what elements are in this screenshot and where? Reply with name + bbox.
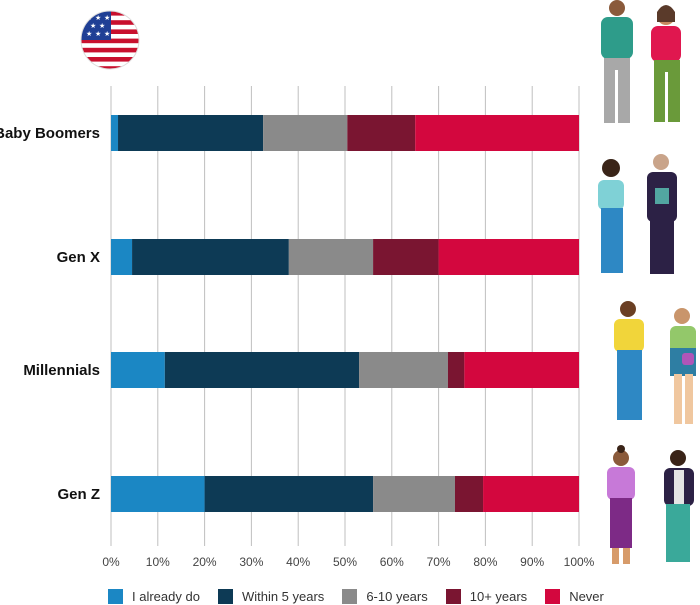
bar-segment bbox=[204, 476, 374, 512]
legend-label: Within 5 years bbox=[241, 588, 325, 604]
svg-text:★: ★ bbox=[90, 22, 96, 30]
x-tick-label: 20% bbox=[193, 555, 217, 569]
bar-segment bbox=[118, 115, 264, 151]
bar-segment bbox=[347, 115, 416, 151]
bar-segment bbox=[483, 476, 579, 512]
baby-boomers-people-icon bbox=[601, 0, 681, 123]
millennials-people-icon bbox=[614, 301, 696, 424]
gen-x-people-icon bbox=[598, 154, 677, 274]
legend-item: Never bbox=[545, 588, 604, 604]
bar-segment bbox=[464, 352, 579, 388]
x-tick-label: 60% bbox=[380, 555, 404, 569]
legend: I already do Within 5 years 6-10 years 10+ … bbox=[108, 587, 700, 605]
svg-text:★: ★ bbox=[86, 30, 92, 38]
legend-label: 6-10 years bbox=[366, 588, 428, 604]
x-tick-label: 40% bbox=[286, 555, 310, 569]
bar-segment bbox=[132, 239, 289, 275]
bar-segment bbox=[415, 115, 579, 151]
x-tick-label: 70% bbox=[427, 555, 451, 569]
legend-item: 6-10 years bbox=[342, 588, 428, 604]
legend-swatch bbox=[445, 588, 461, 604]
svg-text:★: ★ bbox=[99, 22, 105, 30]
legend-swatch bbox=[217, 588, 233, 604]
bar-segment bbox=[288, 239, 374, 275]
category-label: Gen X bbox=[57, 249, 100, 266]
bar-segment bbox=[438, 239, 579, 275]
bar-segment bbox=[263, 115, 348, 151]
svg-text:★: ★ bbox=[95, 14, 101, 22]
bar-segment bbox=[373, 239, 439, 275]
legend-swatch bbox=[545, 588, 561, 604]
category-label: Gen Z bbox=[57, 486, 100, 503]
svg-text:★: ★ bbox=[104, 14, 110, 22]
legend-item: Within 5 years bbox=[217, 588, 325, 604]
x-tick-label: 100% bbox=[564, 555, 595, 569]
bar-segment bbox=[447, 352, 465, 388]
x-tick-label: 90% bbox=[520, 555, 544, 569]
legend-swatch bbox=[108, 588, 123, 604]
x-tick-label: 10% bbox=[146, 555, 170, 569]
category-label: Baby Boomers bbox=[0, 125, 100, 142]
bar-segment bbox=[373, 476, 455, 512]
bar-segment bbox=[359, 352, 448, 388]
svg-text:★: ★ bbox=[95, 30, 101, 38]
x-tick-label: 80% bbox=[473, 555, 497, 569]
bar-segment bbox=[111, 476, 205, 512]
legend-label: I already do bbox=[132, 588, 200, 604]
bar-segment bbox=[111, 239, 133, 275]
bar-segment bbox=[111, 352, 165, 388]
x-tick-label: 0% bbox=[102, 555, 120, 569]
legend-swatch bbox=[342, 588, 358, 604]
gen-z-people-icon bbox=[607, 445, 694, 564]
x-tick-label: 30% bbox=[239, 555, 263, 569]
x-tick-label: 50% bbox=[333, 555, 357, 569]
bar-segment bbox=[164, 352, 360, 388]
legend-label: Never bbox=[569, 588, 604, 604]
svg-text:★: ★ bbox=[104, 30, 110, 38]
bar-segment bbox=[454, 476, 484, 512]
us-flag-icon: ★ ★ ★ ★ ★ ★ ★ ★ bbox=[80, 10, 140, 70]
legend-item: I already do bbox=[108, 588, 200, 604]
legend-label: 10+ years bbox=[469, 588, 528, 604]
category-label: Millennials bbox=[23, 362, 100, 379]
legend-item: 10+ years bbox=[445, 588, 528, 604]
bar-segment bbox=[111, 115, 119, 151]
